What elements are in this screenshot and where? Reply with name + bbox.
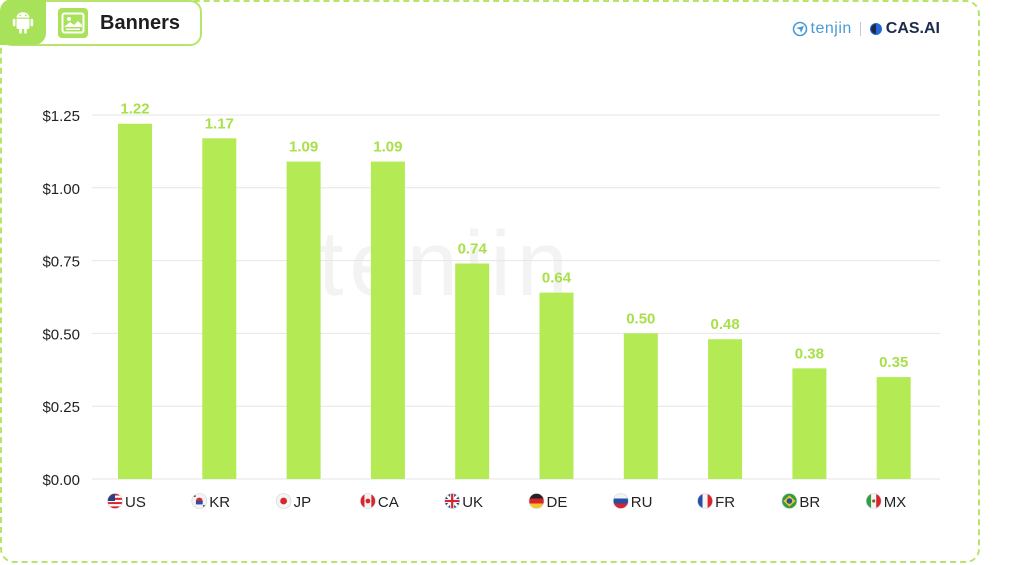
bar [876, 377, 911, 479]
br-flag-icon [781, 493, 798, 509]
data-label: 1.09 [373, 139, 402, 156]
brand-logos: tenjin CAS.AI [792, 20, 940, 38]
data-label: 0.64 [542, 270, 572, 287]
bar [286, 161, 321, 480]
kr-flag-icon [191, 493, 208, 509]
bar [118, 123, 152, 480]
tenjin-brand-text: tenjin [810, 20, 852, 37]
chart-title-tag: Banners [0, 0, 202, 46]
x-tick-label: JP [294, 494, 312, 511]
brand-separator [859, 22, 861, 36]
fr-flag-icon [697, 493, 713, 509]
y-tick-label: $1.25 [42, 108, 80, 125]
watermark-text: tenjin [318, 213, 574, 315]
x-tick-label: US [125, 494, 146, 511]
x-tick-label: KR [209, 494, 230, 511]
data-label: 0.35 [879, 354, 908, 371]
x-tick-label: CA [378, 494, 399, 511]
data-label: 1.17 [205, 115, 234, 132]
bar [370, 161, 405, 480]
bar [708, 339, 743, 479]
data-label: 0.50 [626, 310, 655, 327]
bar [623, 333, 658, 479]
ru-flag-icon [612, 493, 629, 509]
x-tick-label: FR [715, 494, 735, 511]
data-label: 0.74 [458, 241, 488, 258]
bar [455, 263, 490, 479]
bar [792, 368, 827, 479]
image-banner-icon [58, 8, 88, 38]
us-flag-icon [107, 493, 123, 509]
data-label: 1.09 [289, 139, 318, 156]
mx-flag-icon [865, 493, 882, 509]
data-label: 1.22 [120, 101, 149, 118]
x-tick-label: DE [547, 494, 568, 511]
x-tick-label: MX [884, 494, 907, 511]
tenjin-logo-icon [792, 21, 807, 37]
y-tick-label: $0.25 [42, 399, 80, 416]
uk-flag-icon [444, 493, 461, 509]
bar [539, 292, 574, 479]
y-tick-label: $0.50 [42, 326, 80, 343]
cas-brand-text: CAS.AI [885, 20, 940, 37]
y-tick-label: $0.00 [42, 472, 80, 489]
data-label: 0.38 [795, 345, 824, 362]
y-tick-label: $1.00 [42, 181, 80, 198]
android-icon [0, 0, 46, 45]
x-tick-label: RU [631, 494, 653, 511]
data-label: 0.48 [710, 316, 739, 333]
x-tick-label: UK [462, 494, 483, 511]
jp-flag-icon [275, 493, 292, 509]
y-tick-label: $0.75 [42, 254, 80, 271]
cas-logo-icon [869, 23, 882, 35]
de-flag-icon [528, 493, 545, 509]
chart-title: Banners [100, 11, 181, 34]
chart-frame [0, 0, 980, 563]
bar [202, 138, 237, 479]
x-tick-label: BR [799, 494, 820, 511]
ca-flag-icon [360, 493, 376, 509]
